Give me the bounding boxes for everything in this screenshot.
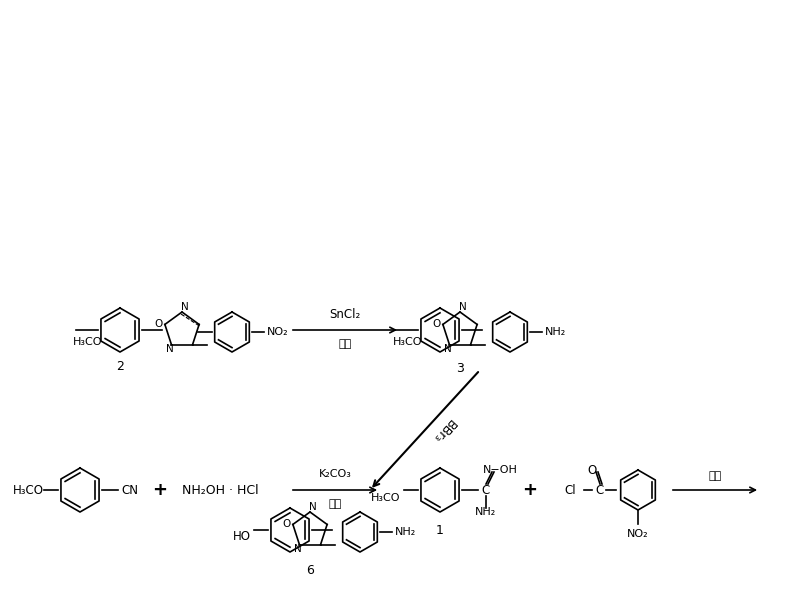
Text: NH₂: NH₂ bbox=[475, 507, 497, 517]
Text: N: N bbox=[459, 302, 467, 312]
Text: K₂CO₃: K₂CO₃ bbox=[318, 469, 351, 479]
Text: N: N bbox=[309, 502, 317, 512]
Text: +: + bbox=[522, 481, 538, 499]
Text: +: + bbox=[153, 481, 167, 499]
Text: N: N bbox=[181, 302, 189, 312]
Text: 乙醇: 乙醇 bbox=[328, 499, 342, 509]
Text: CN: CN bbox=[122, 484, 138, 496]
Text: O: O bbox=[433, 320, 441, 329]
Text: O: O bbox=[282, 519, 291, 529]
Text: 3: 3 bbox=[456, 362, 464, 374]
Text: O: O bbox=[154, 320, 163, 329]
Text: N: N bbox=[294, 543, 302, 554]
Text: NH₂OH · HCl: NH₂OH · HCl bbox=[182, 484, 258, 496]
Text: NO₂: NO₂ bbox=[267, 327, 289, 337]
Text: O: O bbox=[587, 464, 597, 476]
Text: H₃CO: H₃CO bbox=[394, 337, 422, 347]
Text: N: N bbox=[443, 344, 451, 353]
Text: N: N bbox=[166, 344, 174, 353]
Text: SnCl₂: SnCl₂ bbox=[330, 308, 361, 321]
Text: N−OH: N−OH bbox=[482, 465, 518, 475]
Text: NO₂: NO₂ bbox=[627, 529, 649, 539]
Text: C: C bbox=[596, 484, 604, 496]
Text: 2: 2 bbox=[116, 359, 124, 373]
Text: NH₂: NH₂ bbox=[546, 327, 566, 337]
Text: 甲苯: 甲苯 bbox=[708, 471, 722, 481]
Text: BBr₃: BBr₃ bbox=[429, 415, 457, 444]
Text: H₃CO: H₃CO bbox=[13, 484, 43, 496]
Text: 1: 1 bbox=[436, 523, 444, 537]
Text: NH₂: NH₂ bbox=[395, 527, 417, 537]
Text: 乙醇: 乙醇 bbox=[338, 339, 352, 349]
Text: HO: HO bbox=[233, 529, 251, 543]
Text: Cl: Cl bbox=[564, 484, 576, 496]
Text: 6: 6 bbox=[306, 563, 314, 576]
Text: C: C bbox=[482, 484, 490, 496]
Text: H₃CO: H₃CO bbox=[74, 337, 102, 347]
Text: H₃CO: H₃CO bbox=[371, 493, 401, 503]
